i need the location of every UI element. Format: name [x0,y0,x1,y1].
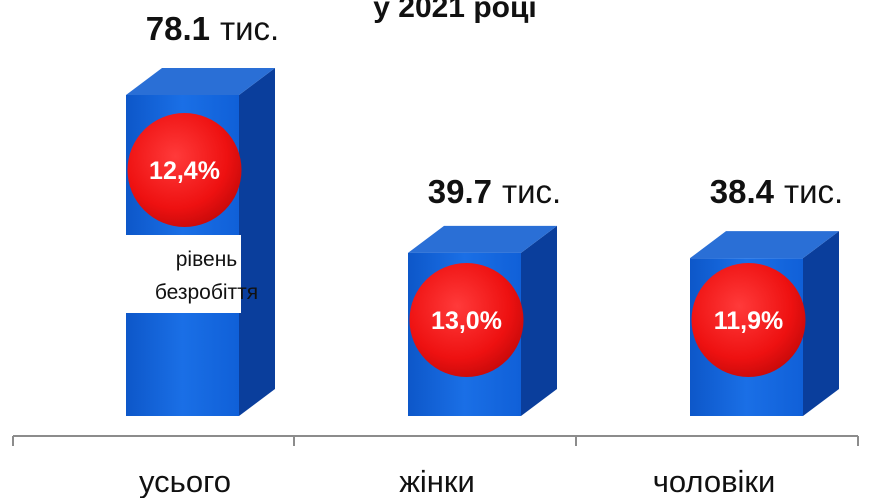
bar-side-face [803,231,839,416]
rate-circle [127,113,242,227]
rate-note-line-1: рівень [176,248,238,271]
value-unit: тис. [784,173,843,210]
value-number: 39.7 [428,173,492,210]
bar-top-face [126,68,275,95]
value-number: 38.4 [710,173,775,210]
labels-layer: 78.1 тис. 12,4% усього 39.7 тис. 13,0% жінки 38.… [124,10,843,498]
rate-label: 12,4% [149,157,220,185]
value-label: 39.7 тис. [428,173,561,210]
value-label: 78.1 тис. [146,10,279,47]
bar-top-face [408,225,557,253]
rate-note-band [124,235,241,313]
rate-label: 11,9% [714,307,784,335]
category-label: жінки [399,464,475,498]
rate-circle [409,263,524,377]
rate-circle [691,263,806,377]
category-label: чоловіки [653,464,776,498]
category-axis [12,435,859,446]
bar-top-face [690,231,839,259]
bar-side-face [521,225,557,416]
bar-side-face [239,68,275,416]
rate-label: 13,0% [431,307,502,335]
rate-note-line-2: безробіття [155,281,258,304]
category-label: усього [139,464,231,498]
value-label: 38.4 тис. [710,173,843,210]
value-unit: тис. [502,173,561,210]
value-number: 78.1 [146,10,210,47]
chart-title: у 2021 році [373,0,537,24]
value-unit: тис. [220,10,279,47]
